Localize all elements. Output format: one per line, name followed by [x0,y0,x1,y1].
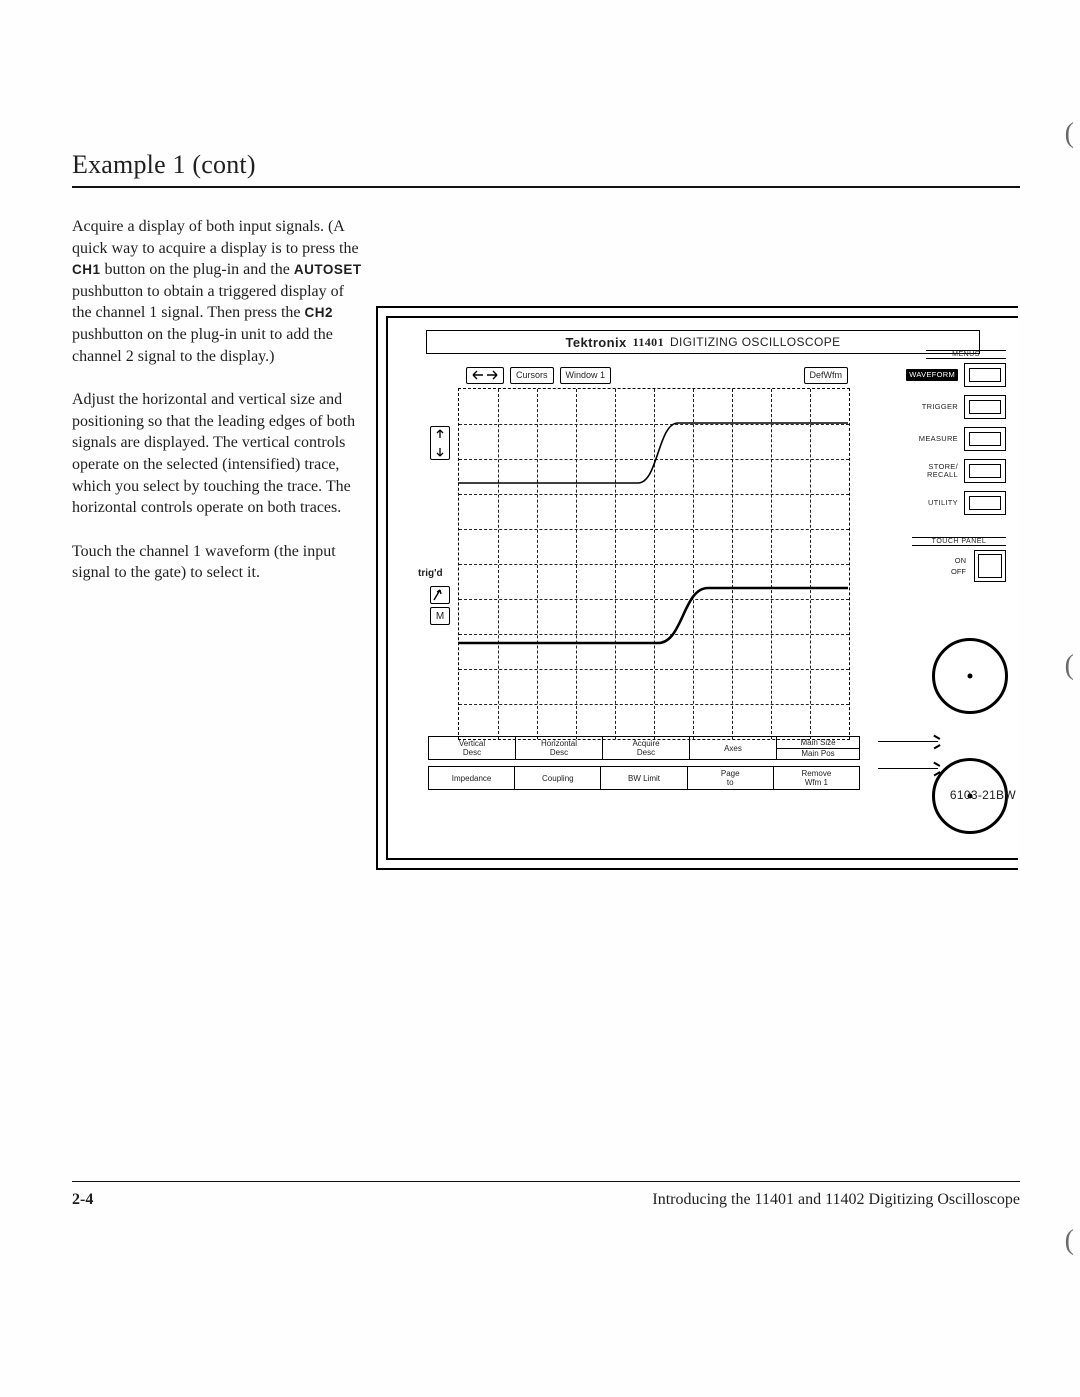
knob-lead-2 [878,768,938,769]
figure-column: Tektronix 11401 DIGITIZING OSCILLOSCOPE … [376,216,1020,870]
figure-number: 6103-21BW [950,788,1016,802]
main-size-pos-button[interactable]: Main Size Main Pos [777,737,859,759]
slope-icon[interactable] [430,586,450,604]
menu-waveform[interactable]: WAVEFORM [882,363,1006,387]
bottom-menu-row-2: Impedance Coupling BW Limit Page to Remo… [428,766,860,790]
waveform-button[interactable] [964,363,1006,387]
impedance-button[interactable]: Impedance [429,767,515,789]
store-recall-button[interactable] [964,459,1006,483]
subtitle-label: DIGITIZING OSCILLOSCOPE [670,335,841,349]
trigd-label: trig'd [418,568,443,579]
menus-header: MENUS [926,350,1006,359]
trace-markers: M [430,586,450,625]
bw-limit-button[interactable]: BW Limit [601,767,687,789]
trigger-button[interactable] [964,395,1006,419]
channel-2-trace [458,588,848,643]
oscilloscope-figure: Tektronix 11401 DIGITIZING OSCILLOSCOPE … [376,306,1018,870]
knob-lead-1 [878,741,938,742]
knob-upper[interactable] [932,638,1008,714]
footer-title: Introducing the 11401 and 11402 Digitizi… [652,1191,1020,1209]
store-recall-label: STORE/ RECALL [908,463,958,479]
footer-rule [72,1181,1020,1182]
touch-off-label: OFF [951,567,966,576]
cursors-button[interactable]: Cursors [510,367,554,384]
menu-utility[interactable]: UTILITY [882,491,1006,515]
utility-label: UTILITY [908,499,958,507]
window1-button[interactable]: Window 1 [560,367,612,384]
axes-button[interactable]: Axes [690,737,777,759]
title-rule [72,186,1020,188]
utility-button[interactable] [964,491,1006,515]
scan-mark-icon: ( [1065,1225,1074,1257]
p1-text-d: pushbutton on the plug-in unit to add th… [72,326,333,365]
m-marker[interactable]: M [430,607,450,625]
page: Example 1 (cont) Acquire a display of bo… [0,0,1080,1397]
remove-wfm-button[interactable]: Remove Wfm 1 [774,767,859,789]
waveform-label: WAVEFORM [906,369,958,381]
acquire-desc-button[interactable]: Acquire Desc [603,737,690,759]
oscilloscope-bezel: Tektronix 11401 DIGITIZING OSCILLOSCOPE … [386,316,1018,860]
touch-panel: TOUCH PANEL ON OFF [882,537,1006,582]
two-column-layout: Acquire a display of both input signals.… [72,216,1020,870]
page-title: Example 1 (cont) [72,150,1020,180]
model-label: 11401 [633,335,664,350]
measure-button[interactable] [964,427,1006,451]
measure-label: MEASURE [908,435,958,443]
brand-label: Tektronix [565,335,626,350]
menu-store-recall[interactable]: STORE/ RECALL [882,459,1006,483]
bottom-menu-row-1: Vertical Desc Horizontal Desc Acquire De… [428,736,860,760]
paragraph-2: Adjust the horizontal and vertical size … [72,389,362,519]
body-text-column: Acquire a display of both input signals.… [72,216,362,606]
vertical-desc-button[interactable]: Vertical Desc [429,737,516,759]
p1-text-b: button on the plug-in and the [105,261,294,278]
touch-on-label: ON [955,556,966,565]
menu-measure[interactable]: MEASURE [882,427,1006,451]
coupling-button[interactable]: Coupling [515,767,601,789]
defwfm-button[interactable]: DefWfm [804,367,849,384]
touch-panel-header: TOUCH PANEL [912,537,1006,546]
page-to-button[interactable]: Page to [688,767,774,789]
page-footer: 2-4 Introducing the 11401 and 11402 Digi… [72,1191,1020,1209]
channel-1-trace [458,423,848,483]
top-button-row: Cursors Window 1 DefWfm [466,366,848,384]
paragraph-3: Touch the channel 1 waveform (the input … [72,541,362,584]
autoset-label: AUTOSET [294,262,362,277]
p1-text-c: pushbutton to obtain a triggered display… [72,283,344,322]
touch-panel-button[interactable] [974,550,1006,582]
scan-mark-icon: ( [1065,118,1074,150]
scan-mark-icon: ( [1065,650,1074,682]
side-menu: MENUS WAVEFORM TRIGGER MEASURE [882,350,1006,582]
horiz-arrows-icon[interactable] [466,367,504,384]
waveform-traces[interactable] [458,388,848,738]
trigger-label: TRIGGER [908,403,958,411]
vert-arrows-icon[interactable] [430,426,450,460]
menu-trigger[interactable]: TRIGGER [882,395,1006,419]
ch1-label: CH1 [72,262,101,277]
p1-text-a: Acquire a display of both input signals.… [72,218,359,257]
page-number: 2-4 [72,1191,93,1209]
horizontal-desc-button[interactable]: Horizontal Desc [516,737,603,759]
ch2-label: CH2 [305,305,334,320]
paragraph-1: Acquire a display of both input signals.… [72,216,362,367]
